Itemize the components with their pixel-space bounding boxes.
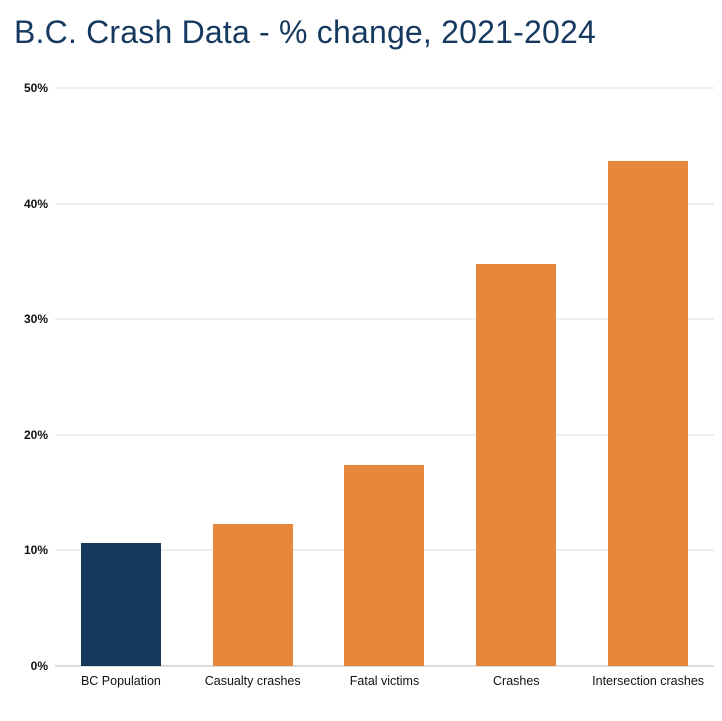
bar-slot [582, 88, 714, 666]
gridline [55, 318, 714, 320]
bar-slot [55, 88, 187, 666]
bar-fatal-victims [344, 464, 425, 666]
bar-casualty-crashes [212, 523, 293, 666]
y-tick-label: 30% [23, 312, 48, 327]
bar-crashes [476, 263, 557, 666]
x-axis-label: Intersection crashes [592, 674, 705, 688]
gridline [55, 434, 714, 436]
gridline [55, 87, 714, 89]
gridline [55, 203, 714, 205]
y-tick-label: 20% [23, 427, 48, 442]
plot-area [55, 87, 714, 667]
x-axis-label: BC Population [80, 674, 161, 688]
bars [55, 88, 714, 666]
chart-title: B.C. Crash Data - % change, 2021-2024 [14, 14, 596, 50]
bar-intersection-crashes [608, 160, 689, 666]
bar-slot [450, 88, 582, 666]
gridline [55, 665, 714, 667]
y-tick-label: 50% [23, 81, 48, 95]
y-tick-label: 0% [30, 659, 48, 673]
y-tick-label: 40% [23, 196, 48, 211]
y-tick-label: 10% [23, 543, 48, 558]
x-axis-label: Fatal victims [349, 674, 420, 688]
x-axis-labels: BC Population Casualty crashes Fatal victi… [55, 674, 714, 689]
bar-bc-population [80, 543, 161, 666]
x-axis-label: Crashes [493, 674, 540, 688]
x-axis-label: Casualty crashes [204, 674, 301, 688]
y-axis-labels: 0% 10% 20% 30% 40% 50% [0, 82, 48, 672]
bar-slot [319, 88, 451, 666]
bar-slot [187, 88, 319, 666]
